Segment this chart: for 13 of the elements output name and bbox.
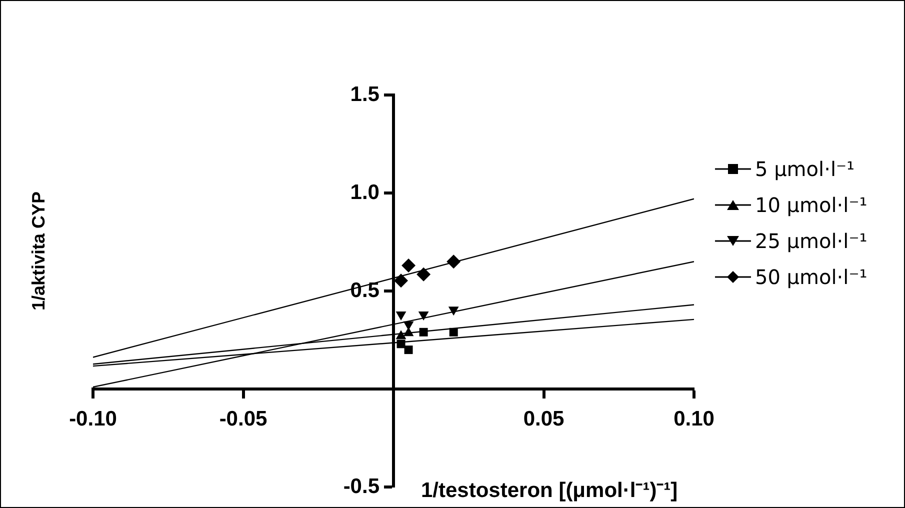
- legend-label: 5 μmol·l⁻¹: [755, 157, 855, 181]
- y-tick-label: 1.5: [350, 82, 380, 106]
- legend-label: 50 μmol·l⁻¹: [755, 265, 868, 289]
- x-tick-label: 0.10: [674, 407, 714, 430]
- x-tick-label: -0.10: [69, 407, 117, 430]
- x-axis-title: 1/testosteron [(μmol·l⁻¹)⁻¹]: [421, 478, 678, 503]
- y-tick-label: -0.5: [343, 474, 380, 498]
- legend-label: 10 μmol·l⁻¹: [755, 193, 868, 217]
- y-axis-title: 1/aktivita CYP: [28, 191, 50, 311]
- legend-label: 25 μmol·l⁻¹: [755, 229, 868, 253]
- x-tick-label: -0.05: [219, 407, 268, 430]
- y-tick-label: 1.0: [350, 180, 380, 204]
- x-tick-label: 0.05: [523, 407, 565, 430]
